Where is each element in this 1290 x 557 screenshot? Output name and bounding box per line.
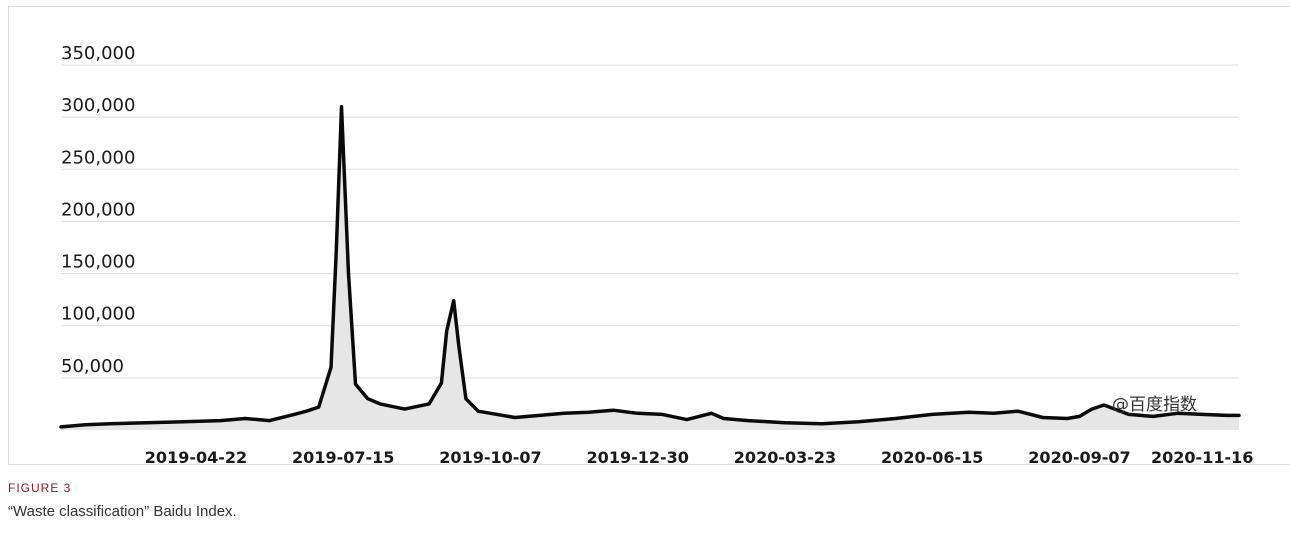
x-tick-label: 2020-06-15 bbox=[881, 448, 983, 466]
y-tick-label: 350,000 bbox=[61, 43, 135, 64]
x-tick-label: 2019-07-15 bbox=[292, 448, 394, 466]
figure-caption: “Waste classification” Baidu Index. bbox=[8, 503, 237, 520]
x-tick-label: 2019-04-22 bbox=[145, 448, 247, 466]
x-tick-label: 2020-11-16 bbox=[1151, 448, 1253, 466]
x-tick-label: 2020-09-07 bbox=[1028, 448, 1130, 466]
y-tick-label: 250,000 bbox=[61, 147, 135, 168]
watermark-label: @百度指数 bbox=[1112, 395, 1197, 415]
x-tick-label: 2019-10-07 bbox=[439, 448, 541, 466]
chart-frame: 350,000 300,000 250,000 200,000 150,000 100,0… bbox=[8, 6, 1290, 466]
y-tick-label: 200,000 bbox=[61, 199, 135, 220]
y-tick-label: 150,000 bbox=[61, 252, 135, 273]
y-axis-ticks: 350,000 300,000 250,000 200,000 150,000 100,0… bbox=[61, 43, 135, 377]
y-tick-label: 100,000 bbox=[61, 304, 135, 325]
x-tick-label: 2020-03-23 bbox=[734, 448, 836, 466]
series-area bbox=[61, 106, 1239, 430]
x-axis-ticks: 2019-04-22 2019-07-15 2019-10-07 2019-12-30… bbox=[145, 448, 1254, 466]
x-tick-label: 2019-12-30 bbox=[587, 448, 689, 466]
y-tick-label: 300,000 bbox=[61, 95, 135, 116]
grid-lines bbox=[61, 64, 1239, 379]
series-line bbox=[59, 104, 1241, 429]
figure-number: FIGURE 3 bbox=[8, 481, 72, 495]
line-chart: 350,000 300,000 250,000 200,000 150,000 100,0… bbox=[59, 43, 1254, 466]
y-tick-label: 50,000 bbox=[61, 356, 124, 377]
